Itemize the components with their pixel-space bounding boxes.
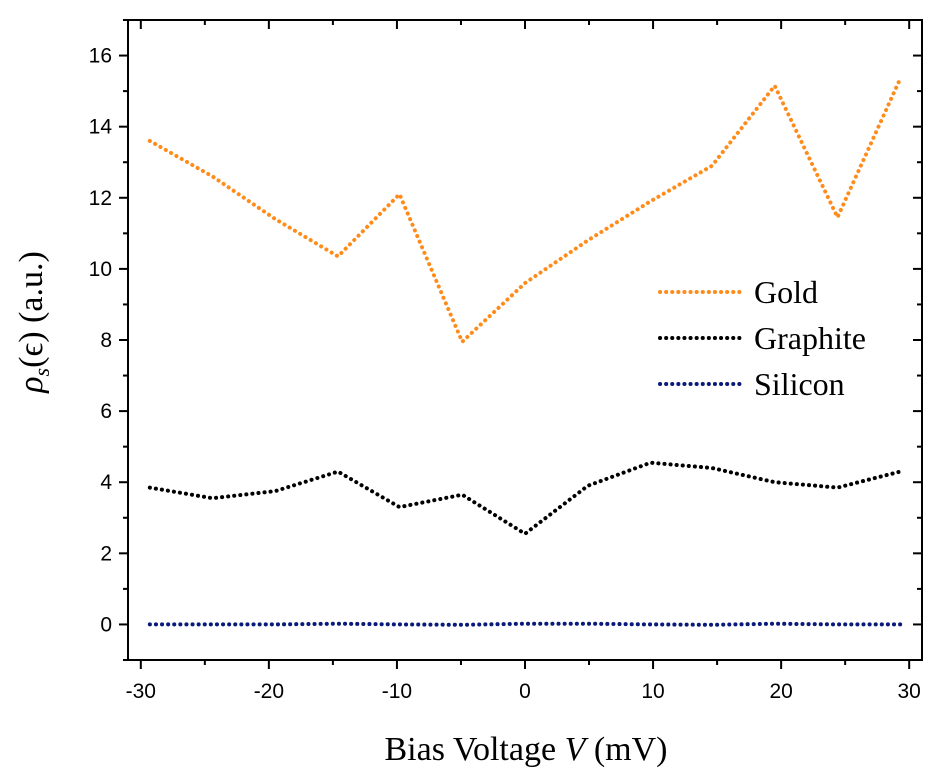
- x-tick-label: -10: [382, 680, 412, 703]
- series-line-gold: [147, 76, 903, 344]
- legend-label-gold: Gold: [754, 274, 818, 310]
- x-tick-label: 10: [641, 680, 664, 703]
- y-tick-label: 4: [100, 471, 112, 494]
- y-tick-label: 0: [100, 613, 112, 636]
- y-axis-title: ρs(ϵ) (a.u.): [13, 251, 54, 394]
- x-axis-title: Bias Voltage V (mV): [384, 731, 667, 768]
- series-line-silicon: [147, 621, 903, 627]
- x-tick-label: 20: [769, 680, 792, 703]
- legend: Gold Graphite Silicon: [658, 274, 866, 402]
- x-tick-labels: -30 -20 -10 0 10 20 30: [126, 680, 921, 703]
- x-tick-label: -20: [254, 680, 284, 703]
- x-tick-label: -30: [126, 680, 156, 703]
- x-tick-label: 30: [898, 680, 921, 703]
- x-tick-label: 0: [519, 680, 531, 703]
- legend-label-silicon: Silicon: [754, 366, 845, 402]
- y-tick-label: 2: [100, 542, 112, 565]
- y-tick-label: 10: [89, 258, 112, 281]
- legend-label-graphite: Graphite: [754, 320, 866, 356]
- y-tick-label: 8: [100, 329, 112, 352]
- y-tick-labels: 0 2 4 6 8 10 12 14 16: [89, 45, 113, 637]
- series-line-graphite: [147, 460, 903, 536]
- y-tick-label: 14: [89, 116, 113, 139]
- y-tick-label: 16: [89, 45, 112, 68]
- y-tick-label: 6: [100, 400, 112, 423]
- axis-ticks: [119, 19, 922, 669]
- y-tick-label: 12: [89, 187, 112, 210]
- series-lines: [147, 76, 903, 627]
